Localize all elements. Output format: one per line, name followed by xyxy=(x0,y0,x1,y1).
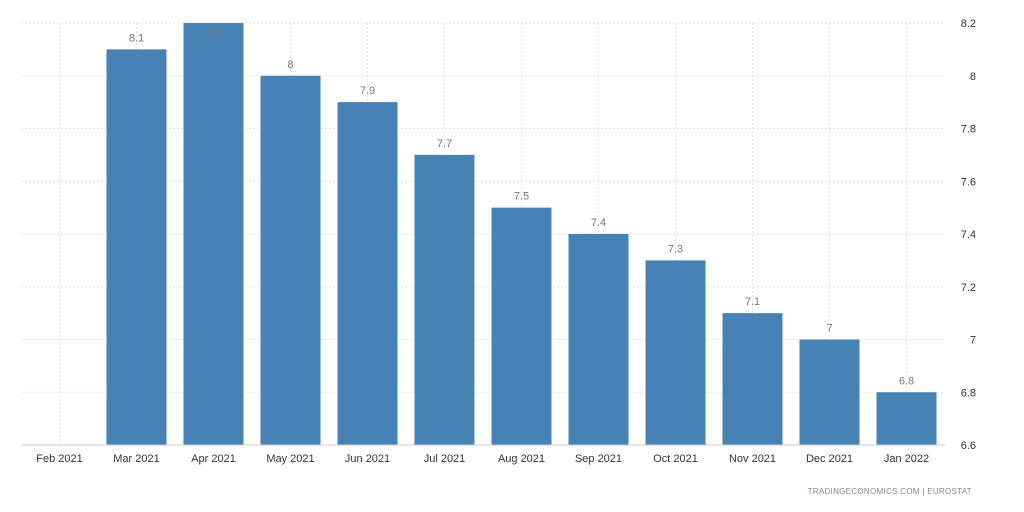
bar-mar-2021[interactable] xyxy=(106,49,167,445)
y-tick-label: 6.8 xyxy=(961,387,976,399)
bar-jul-2021[interactable] xyxy=(414,154,475,445)
x-tick-label: Jul 2021 xyxy=(424,453,466,465)
x-tick-label: Oct 2021 xyxy=(653,453,698,465)
data-label: 7 xyxy=(826,323,832,335)
data-label: 7.3 xyxy=(668,243,683,255)
data-label: 7.1 xyxy=(745,296,760,308)
x-tick-label: Feb 2021 xyxy=(36,453,82,465)
bar-nov-2021[interactable] xyxy=(722,313,783,445)
bar-sep-2021[interactable] xyxy=(568,234,629,445)
y-tick-label: 7.2 xyxy=(961,282,976,294)
x-tick-label: Jun 2021 xyxy=(345,453,390,465)
x-tick-label: Jan 2022 xyxy=(884,453,929,465)
data-label: 7.4 xyxy=(591,217,606,229)
bar-dec-2021[interactable] xyxy=(799,339,860,446)
x-tick-label: Sep 2021 xyxy=(575,453,622,465)
data-label: 6.8 xyxy=(899,375,914,387)
bars xyxy=(106,23,937,446)
bar-may-2021[interactable] xyxy=(260,75,321,445)
bar-jun-2021[interactable] xyxy=(337,102,398,445)
y-tick-label: 7.8 xyxy=(961,124,976,136)
x-tick-label: Apr 2021 xyxy=(191,453,236,465)
source-attribution: TRADINGECONOMICS.COM | EUROSTAT xyxy=(807,487,972,496)
x-tick-label: May 2021 xyxy=(266,453,314,465)
data-label: 7.5 xyxy=(514,191,529,203)
bar-apr-2021[interactable] xyxy=(183,23,244,445)
x-tick-label: Mar 2021 xyxy=(113,453,159,465)
y-tick-label: 7.6 xyxy=(961,176,976,188)
y-tick-label: 6.6 xyxy=(961,440,976,452)
y-tick-label: 8.2 xyxy=(961,18,976,30)
x-axis-ticks: Feb 2021 Mar 2021 Apr 2021 May 2021 Jun 2021… xyxy=(21,444,945,465)
data-label: 8.1 xyxy=(129,32,144,44)
data-label: 8 xyxy=(287,59,293,71)
x-tick-label: Dec 2021 xyxy=(806,453,853,465)
bar-aug-2021[interactable] xyxy=(491,207,552,445)
bar-oct-2021[interactable] xyxy=(645,260,706,445)
y-tick-label: 8 xyxy=(970,71,976,83)
y-tick-label: 7.4 xyxy=(961,229,976,241)
gridlines xyxy=(21,22,945,446)
y-tick-label: 7 xyxy=(970,335,976,347)
x-tick-label: Nov 2021 xyxy=(729,453,776,465)
data-label: 7.7 xyxy=(437,138,452,150)
data-label: 7.9 xyxy=(360,85,375,97)
y-axis-ticks: 6.6 6.8 7 7.2 7.4 7.6 7.8 8 8.2 xyxy=(961,18,976,452)
x-tick-label: Aug 2021 xyxy=(498,453,545,465)
data-label: 8.2 xyxy=(206,28,221,40)
bar-jan-2022[interactable] xyxy=(876,392,937,445)
data-labels: 8.1 8.2 8 7.9 7.7 7.5 7.4 7.3 7.1 7 6.8 xyxy=(129,28,914,387)
